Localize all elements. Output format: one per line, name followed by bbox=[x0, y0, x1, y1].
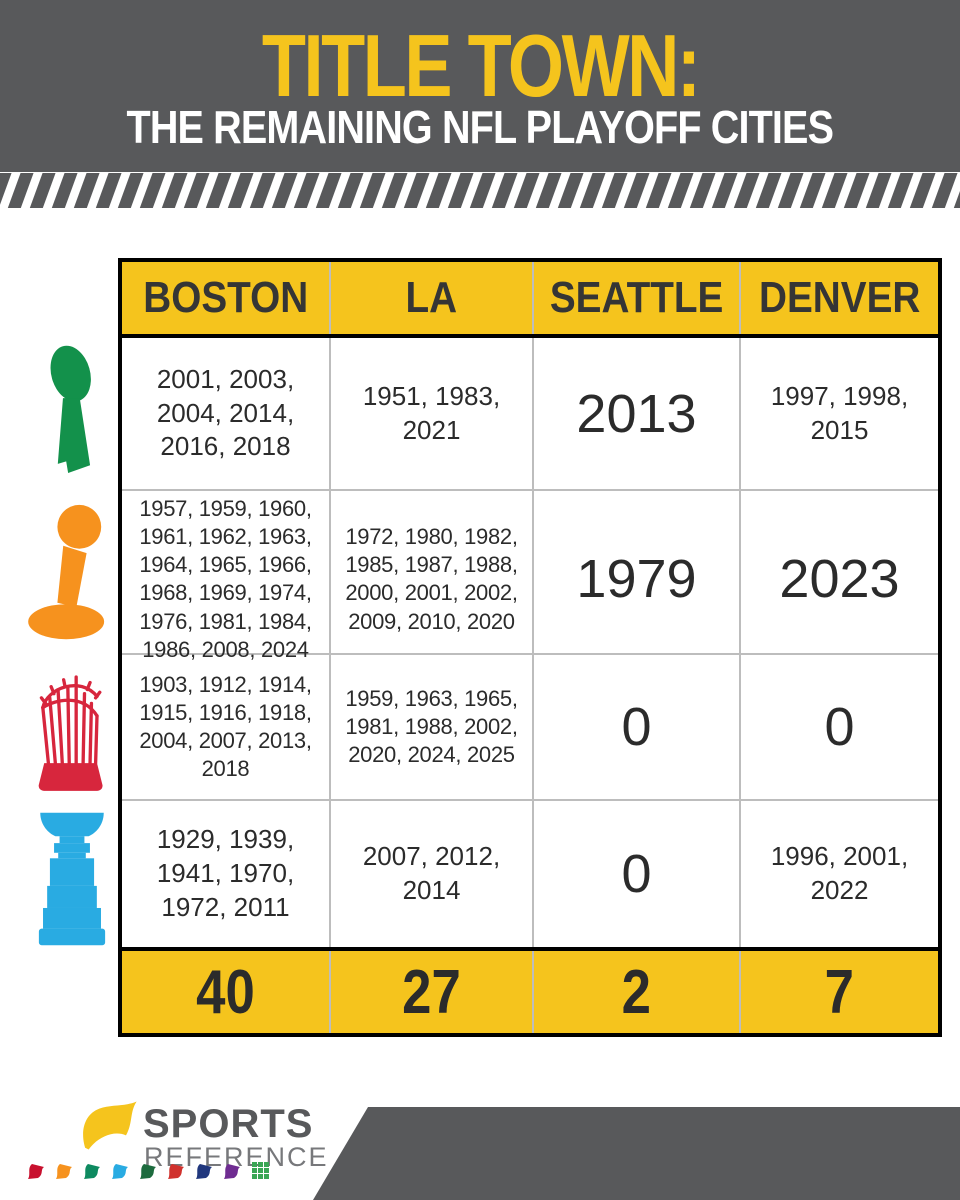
year-cell: 1997, 1998, 2015 bbox=[770, 380, 909, 445]
table-row-nba: 1957, 1959, 1960, 1961, 1962, 1963, 1964… bbox=[122, 491, 938, 668]
year-cell: 2007, 2012, 2014 bbox=[331, 801, 534, 947]
year-cell: 0 bbox=[534, 801, 741, 947]
table-row-nfl: 2001, 2003, 2004, 2014, 2016, 2018 1951, … bbox=[122, 338, 938, 491]
reference-site-flag-4 bbox=[112, 1164, 128, 1179]
reference-site-flag-5 bbox=[140, 1164, 156, 1179]
sports-reference-flag-icon bbox=[78, 1098, 142, 1156]
reference-site-flag-2 bbox=[56, 1164, 72, 1179]
total-cell: 2 bbox=[534, 951, 741, 1033]
column-header-seattle: SEATTLE bbox=[534, 262, 741, 334]
larry-obrien-trophy-icon bbox=[24, 502, 120, 648]
year-cell: 1972, 1980, 1982, 1985, 1987, 1988, 2000… bbox=[331, 491, 534, 668]
column-header-la: LA bbox=[331, 262, 534, 334]
reference-site-flag-7 bbox=[196, 1164, 212, 1179]
table-row-nhl: 1929, 1939, 1941, 1970, 1972, 2011 2007, … bbox=[122, 801, 938, 951]
total-cell: 40 bbox=[122, 951, 331, 1033]
total-cell: 7 bbox=[824, 957, 855, 1027]
lombardi-trophy-icon bbox=[26, 340, 118, 482]
table-totals-row: 40 27 2 7 bbox=[122, 951, 938, 1033]
year-cell: 0 bbox=[534, 655, 741, 799]
year-cell: 2001, 2003, 2004, 2014, 2016, 2018 bbox=[122, 338, 331, 489]
footer-parallelogram bbox=[313, 1107, 960, 1200]
year-cell: 1996, 2001, 2022 bbox=[770, 841, 909, 905]
page-subtitle: THE REMAINING NFL PLAYOFF CITIES bbox=[126, 101, 834, 153]
page-title: TITLE TOWN: bbox=[261, 16, 701, 115]
column-header-denver: DENVER bbox=[758, 273, 921, 322]
column-header-boston: BOSTON bbox=[122, 262, 331, 334]
year-cell: 2013 bbox=[534, 338, 741, 489]
table-row-mlb: 1903, 1912, 1914, 1915, 1916, 1918, 2004… bbox=[122, 655, 938, 801]
year-cell: 1903, 1912, 1914, 1915, 1916, 1918, 2004… bbox=[122, 655, 331, 799]
total-cell: 27 bbox=[331, 951, 534, 1033]
reference-site-logos bbox=[24, 1161, 272, 1181]
reference-site-flag-6 bbox=[168, 1164, 184, 1179]
reference-site-flag-3 bbox=[84, 1164, 100, 1179]
reference-site-flag-1 bbox=[28, 1164, 44, 1179]
year-cell: 1951, 1983, 2021 bbox=[331, 338, 534, 489]
year-cell: 1929, 1939, 1941, 1970, 1972, 2011 bbox=[122, 801, 331, 947]
stanley-cup-icon bbox=[28, 810, 116, 948]
year-cell: 1979 bbox=[534, 491, 741, 668]
year-cell: 0 bbox=[824, 697, 855, 757]
year-cell: 1959, 1963, 1965, 1981, 1988, 2002, 2020… bbox=[331, 655, 534, 799]
brand-name-sports: SPORTS bbox=[143, 1102, 314, 1146]
year-cell: 2023 bbox=[779, 549, 900, 610]
reference-site-grid-9 bbox=[252, 1162, 269, 1179]
championships-table: BOSTON LA SEATTLE DENVER 2001, 2003, 2004, … bbox=[118, 258, 942, 1037]
header-banner: TITLE TOWN: THE REMAINING NFL PLAYOFF CI… bbox=[0, 0, 960, 172]
year-cell: 1957, 1959, 1960, 1961, 1962, 1963, 1964… bbox=[122, 491, 331, 668]
table-header-row: BOSTON LA SEATTLE DENVER bbox=[122, 262, 938, 338]
diagonal-stripes-divider bbox=[0, 173, 960, 208]
world-series-trophy-icon bbox=[22, 656, 122, 798]
reference-site-flag-8 bbox=[224, 1164, 240, 1179]
